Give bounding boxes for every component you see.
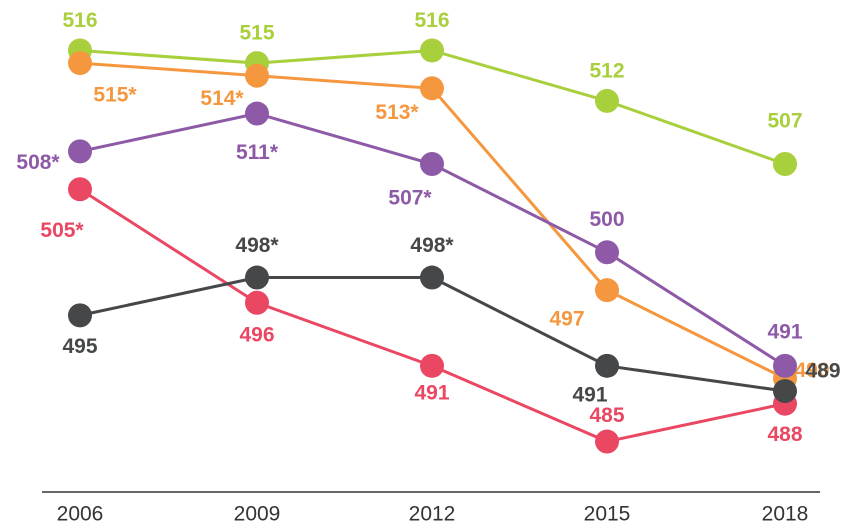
point — [595, 429, 619, 454]
point — [773, 379, 797, 404]
point — [595, 240, 619, 265]
point — [68, 139, 92, 164]
data-label: 505* — [40, 219, 84, 242]
point — [420, 76, 444, 101]
point — [245, 101, 269, 126]
data-label: 490 — [794, 359, 829, 382]
x-tick-label: 2006 — [57, 503, 104, 526]
point — [773, 152, 797, 176]
data-label: 485 — [589, 404, 624, 427]
x-tick-label: 2012 — [409, 503, 456, 526]
point — [420, 265, 444, 290]
data-label: 511* — [236, 141, 279, 164]
point — [595, 353, 619, 378]
x-tick-label: 2009 — [234, 503, 281, 526]
data-label: 491 — [767, 320, 802, 343]
data-label: 507* — [388, 187, 432, 210]
point — [68, 177, 92, 202]
point — [245, 63, 269, 88]
point — [595, 278, 619, 303]
data-label: 496 — [239, 323, 274, 346]
data-label: 491 — [572, 383, 607, 406]
data-label: 497 — [549, 308, 584, 331]
point — [420, 38, 444, 63]
data-label: 488 — [767, 423, 802, 446]
x-tick-label: 2015 — [584, 503, 631, 526]
data-label: 512 — [589, 59, 624, 82]
point — [245, 265, 269, 290]
data-label: 516 — [414, 9, 449, 32]
data-label: 515* — [93, 84, 137, 107]
data-label: 516 — [62, 9, 97, 32]
point — [595, 88, 619, 113]
x-tick-label: 2018 — [762, 503, 809, 526]
data-label: 500 — [589, 208, 624, 231]
data-label: 507 — [767, 110, 802, 133]
data-label: 489 — [805, 360, 840, 383]
data-label: 498* — [410, 234, 454, 257]
data-label: 495 — [62, 335, 97, 358]
data-label: 508* — [16, 151, 60, 174]
data-label: 514* — [200, 87, 244, 110]
series-line — [79, 61, 786, 380]
data-label: 491 — [414, 381, 449, 404]
point — [68, 51, 92, 76]
point — [245, 290, 269, 315]
point — [420, 353, 444, 378]
data-label: 513* — [375, 101, 419, 124]
point — [68, 303, 92, 328]
series-line — [79, 48, 786, 166]
point — [420, 152, 444, 176]
data-label: 515 — [239, 22, 274, 45]
data-label: 498* — [235, 234, 279, 257]
point — [773, 353, 797, 378]
